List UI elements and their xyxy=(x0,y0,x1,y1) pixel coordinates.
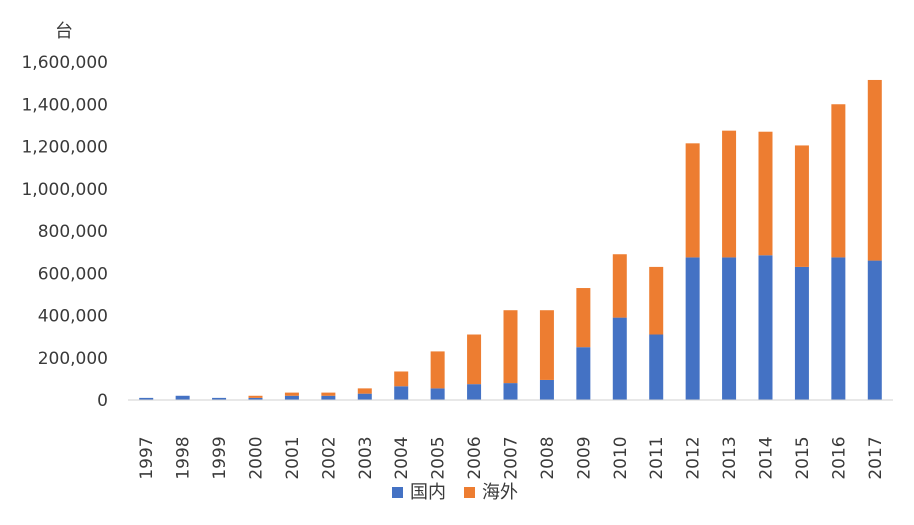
x-tick-label: 2008 xyxy=(538,436,558,479)
bar-domestic-2000 xyxy=(248,397,263,400)
bar-domestic-1997 xyxy=(139,397,154,400)
y-tick-label: 1,200,000 xyxy=(21,138,108,158)
x-tick-label: 2007 xyxy=(502,436,522,479)
bar-domestic-2006 xyxy=(467,384,482,400)
bar-overseas-2017 xyxy=(867,79,882,261)
bar-overseas-2013 xyxy=(722,130,737,258)
bar-overseas-2016 xyxy=(831,104,846,258)
x-tick-label: 1999 xyxy=(210,436,230,479)
x-tick-label: 2001 xyxy=(283,436,303,479)
legend-swatch-overseas xyxy=(464,487,475,498)
x-tick-label: 2013 xyxy=(720,436,740,479)
bar-overseas-2012 xyxy=(685,143,700,258)
x-tick-label: 2017 xyxy=(866,436,886,479)
legend: 国内 海外 xyxy=(392,482,518,503)
bar-domestic-2016 xyxy=(831,257,846,400)
bar-domestic-2012 xyxy=(685,257,700,400)
bar-overseas-2004 xyxy=(394,371,409,387)
x-tick-label: 2000 xyxy=(247,436,267,479)
bar-overseas-2005 xyxy=(430,351,445,389)
bar-domestic-2007 xyxy=(503,383,518,400)
bar-domestic-2009 xyxy=(576,347,591,400)
x-tick-label: 1998 xyxy=(174,436,194,479)
bar-domestic-1998 xyxy=(175,395,190,400)
y-tick-label: 0 xyxy=(97,391,108,411)
bar-domestic-2017 xyxy=(867,260,882,400)
bar-overseas-2000 xyxy=(248,395,263,398)
bar-overseas-2008 xyxy=(539,310,554,380)
x-tick-label: 2003 xyxy=(356,436,376,479)
bar-domestic-2008 xyxy=(539,379,554,400)
bar-overseas-2002 xyxy=(321,392,336,396)
x-tick-label: 2010 xyxy=(611,436,631,479)
bar-domestic-1999 xyxy=(212,397,227,400)
bar-overseas-2011 xyxy=(649,266,664,335)
legend-label-overseas: 海外 xyxy=(482,482,518,503)
bar-overseas-2006 xyxy=(467,334,482,385)
bar-domestic-2011 xyxy=(649,334,664,400)
y-tick-label: 1,600,000 xyxy=(21,53,108,73)
x-tick-label: 2014 xyxy=(757,436,777,479)
bar-overseas-2015 xyxy=(794,145,809,267)
x-axis-ticks: 1997 1998 1999 2000 2001 2002 2003 2004 2005 2006… xyxy=(137,436,886,479)
bar-overseas-2007 xyxy=(503,310,518,384)
bar-overseas-2001 xyxy=(284,392,299,396)
x-tick-label: 1997 xyxy=(137,436,157,479)
legend-swatch-domestic xyxy=(392,487,403,498)
y-tick-label: 600,000 xyxy=(38,264,108,284)
x-tick-label: 2012 xyxy=(684,436,704,479)
x-tick-label: 2015 xyxy=(793,436,813,479)
bar-overseas-2009 xyxy=(576,288,591,348)
bar-domestic-2001 xyxy=(284,395,299,400)
y-tick-label: 200,000 xyxy=(38,349,108,369)
x-tick-label: 2002 xyxy=(319,436,339,479)
bar-domestic-2010 xyxy=(612,317,627,400)
bar-overseas-2014 xyxy=(758,131,773,256)
bar-domestic-2013 xyxy=(722,257,737,400)
y-tick-label: 800,000 xyxy=(38,222,108,242)
y-tick-label: 1,400,000 xyxy=(21,95,108,115)
y-axis-unit-label: 台 xyxy=(55,21,73,42)
bar-domestic-2005 xyxy=(430,388,445,400)
y-axis-ticks: 0 200,000 400,000 600,000 800,000 1,000,000 1,… xyxy=(21,53,108,411)
x-tick-label: 2005 xyxy=(429,436,449,479)
bar-domestic-2015 xyxy=(794,266,809,400)
bar-domestic-2003 xyxy=(357,393,372,400)
bars-group xyxy=(139,79,882,400)
bar-domestic-2014 xyxy=(758,255,773,400)
legend-label-domestic: 国内 xyxy=(410,482,446,503)
y-tick-label: 400,000 xyxy=(38,307,108,327)
y-tick-label: 1,000,000 xyxy=(21,180,108,200)
bar-domestic-2002 xyxy=(321,395,336,400)
x-tick-label: 2011 xyxy=(647,436,667,479)
bar-overseas-2010 xyxy=(612,254,627,318)
x-tick-label: 2006 xyxy=(465,436,485,479)
bar-domestic-2004 xyxy=(394,386,409,400)
x-tick-label: 2009 xyxy=(574,436,594,479)
bar-overseas-2003 xyxy=(357,388,372,394)
x-tick-label: 2016 xyxy=(829,436,849,479)
x-tick-label: 2004 xyxy=(392,436,412,479)
